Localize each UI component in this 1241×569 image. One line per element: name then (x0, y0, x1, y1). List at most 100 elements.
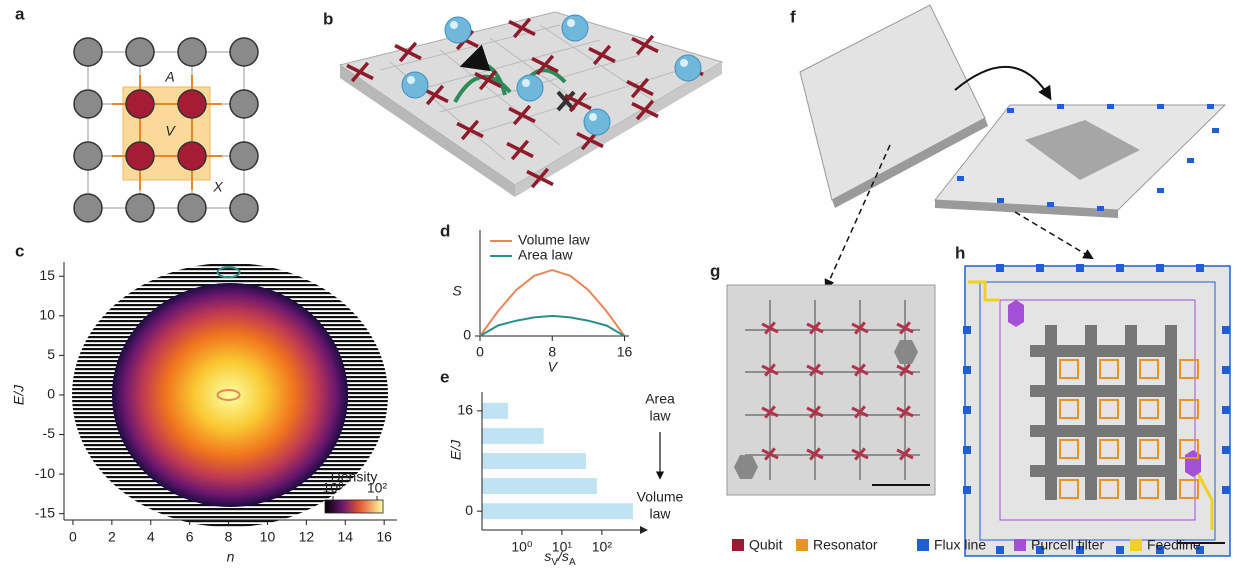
legend-label: Purcell filter (1031, 537, 1104, 553)
region-label: A (164, 69, 174, 85)
y-axis-label: S (452, 283, 462, 299)
x-tick-label: 16 (617, 344, 633, 360)
y-tick-label: -15 (35, 504, 55, 520)
x-tick-label: 8 (225, 529, 233, 545)
x-axis-label-part: A (569, 557, 576, 568)
flux-pin-3d (1097, 206, 1104, 211)
particle (517, 75, 543, 101)
bar (482, 403, 508, 419)
flip-chip-illustration (800, 5, 1225, 288)
site (230, 142, 258, 170)
flux-pin-3d (957, 176, 964, 181)
particle (675, 55, 701, 81)
flux-pin-3d (1187, 158, 1194, 163)
legend-swatch (1014, 539, 1026, 551)
x-tick-label: 14 (337, 529, 353, 545)
legend-label: Resonator (813, 537, 878, 553)
flux-pin (1156, 264, 1164, 272)
site (126, 38, 154, 66)
particle-highlight (589, 113, 597, 121)
site (230, 90, 258, 118)
panel-label: a (15, 4, 25, 23)
panel-label: f (790, 7, 796, 26)
bar (482, 478, 597, 494)
site-in-region (126, 142, 154, 170)
panel-label: e (440, 367, 449, 386)
y-tick-label: -10 (35, 465, 55, 481)
legend-label: Area law (518, 247, 573, 263)
flux-pin-3d (1047, 202, 1054, 207)
flux-pin (1116, 264, 1124, 272)
flux-pin (996, 264, 1004, 272)
x-tick-label: 12 (299, 529, 315, 545)
annotation: law (649, 506, 671, 522)
flux-pin-3d (1157, 104, 1164, 109)
figure: abcdefghAVX0246810121416-15-10-5051015nE… (0, 0, 1241, 569)
flux-pin-3d (1007, 108, 1014, 113)
region-label: X (212, 179, 223, 195)
x-tick-label: 10 (260, 529, 276, 545)
series-line (480, 270, 624, 336)
chip-photo-g (727, 285, 935, 495)
legend-swatch (796, 539, 808, 551)
flux-pin (1222, 366, 1230, 374)
particle-highlight (567, 19, 575, 27)
x-tick-label: 10² (592, 539, 613, 555)
bar (482, 453, 586, 469)
y-tick-label: 15 (39, 267, 55, 283)
particle (445, 17, 471, 43)
y-tick-label: 5 (47, 346, 55, 362)
bar (482, 503, 633, 519)
flux-pin (963, 446, 971, 454)
x-tick-label: 2 (108, 529, 116, 545)
y-axis-label: E/J (448, 439, 464, 460)
legend-label: Feedline (1147, 537, 1201, 553)
flux-pin (963, 406, 971, 414)
chip-illustration (340, 12, 722, 197)
panel-label: h (955, 243, 965, 262)
y-tick-label: 10 (39, 307, 55, 323)
legend-label: Flux line (934, 537, 986, 553)
site (74, 194, 102, 222)
legend-swatch (1130, 539, 1142, 551)
particle (584, 109, 610, 135)
x-tick-label: 0 (69, 529, 77, 545)
x-tick-label: 6 (186, 529, 194, 545)
flux-pin (963, 366, 971, 374)
flux-pin (1222, 486, 1230, 494)
site (178, 38, 206, 66)
flux-pin (1036, 264, 1044, 272)
x-axis-label: V (548, 359, 559, 375)
particle-highlight (522, 79, 530, 87)
flux-pin-3d (1212, 128, 1219, 133)
site (178, 194, 206, 222)
flux-pin (963, 326, 971, 334)
flux-pin (1076, 264, 1084, 272)
annotation: Volume (637, 489, 684, 505)
site-in-region (178, 142, 206, 170)
site (230, 38, 258, 66)
x-axis-label: n (227, 549, 235, 565)
site (74, 38, 102, 66)
site-in-region (126, 90, 154, 118)
site-in-region (178, 90, 206, 118)
bar (482, 428, 544, 444)
x-tick-label: 0 (476, 344, 484, 360)
site (74, 142, 102, 170)
flux-pin (1222, 406, 1230, 414)
flux-pin-3d (1057, 104, 1064, 109)
chip-layout-h (965, 266, 1230, 556)
particle-highlight (407, 76, 415, 84)
flux-pin (963, 486, 971, 494)
x-tick-label: 10⁰ (511, 539, 533, 555)
legend-swatch (917, 539, 929, 551)
x-axis-label-part: /s (557, 548, 569, 564)
flux-pin-3d (1207, 104, 1214, 109)
flux-pin (1222, 446, 1230, 454)
annotation: law (649, 408, 671, 424)
colorbar-tick-label: 10⁰ (322, 480, 344, 496)
flux-pin (996, 546, 1004, 554)
x-tick-label: 8 (548, 344, 556, 360)
legend-swatch (732, 539, 744, 551)
panel-label: d (440, 221, 450, 240)
